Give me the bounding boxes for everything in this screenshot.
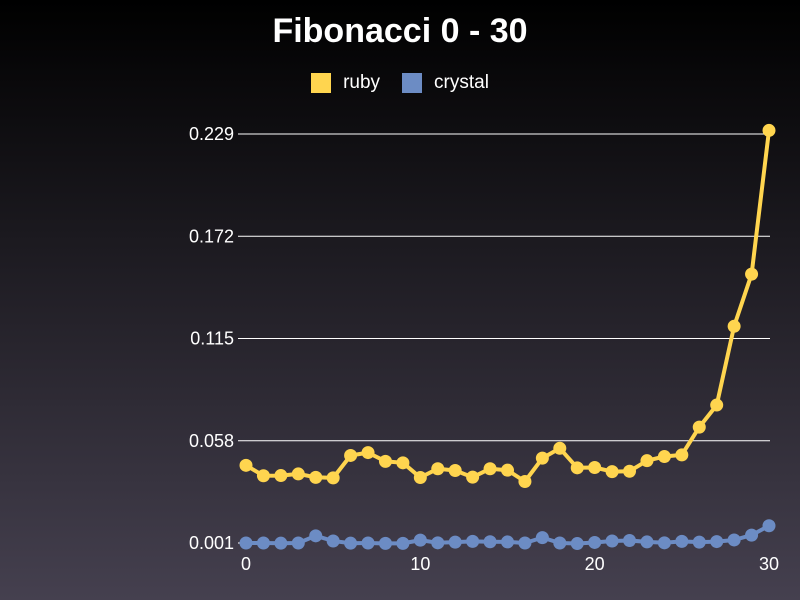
data-point-crystal[interactable] xyxy=(762,519,776,533)
x-tick-label: 20 xyxy=(585,554,605,574)
data-point-crystal[interactable] xyxy=(605,534,619,548)
series-layer xyxy=(239,123,776,551)
data-point-ruby[interactable] xyxy=(344,448,358,462)
data-point-crystal[interactable] xyxy=(640,535,654,549)
data-point-crystal[interactable] xyxy=(692,535,706,549)
data-point-crystal[interactable] xyxy=(518,536,532,550)
data-point-ruby[interactable] xyxy=(570,461,584,475)
y-axis-ticks: 0.001 0.058 0.115 0.172 0.229 xyxy=(189,124,246,553)
x-tick-label: 0 xyxy=(241,554,251,574)
legend: ruby crystal xyxy=(0,72,800,94)
data-point-crystal[interactable] xyxy=(657,536,671,550)
data-point-crystal[interactable] xyxy=(623,533,637,547)
data-point-ruby[interactable] xyxy=(466,470,480,484)
data-point-ruby[interactable] xyxy=(640,454,654,468)
data-point-ruby[interactable] xyxy=(605,465,619,479)
data-point-ruby[interactable] xyxy=(239,458,253,472)
data-point-crystal[interactable] xyxy=(413,533,427,547)
data-point-crystal[interactable] xyxy=(361,536,375,550)
data-point-crystal[interactable] xyxy=(431,536,445,550)
data-point-ruby[interactable] xyxy=(274,469,288,483)
grid-layer xyxy=(246,133,770,442)
data-point-crystal[interactable] xyxy=(309,529,323,543)
data-point-crystal[interactable] xyxy=(501,535,514,549)
data-point-crystal[interactable] xyxy=(326,534,340,548)
series-crystal xyxy=(239,519,776,551)
data-point-ruby[interactable] xyxy=(378,454,392,468)
legend-label-ruby: ruby xyxy=(343,72,381,93)
data-point-crystal[interactable] xyxy=(291,536,305,550)
data-point-ruby[interactable] xyxy=(762,123,776,137)
data-point-ruby[interactable] xyxy=(291,467,305,481)
data-point-crystal[interactable] xyxy=(535,531,549,545)
chart-title: Fibonacci 0 - 30 xyxy=(272,12,528,50)
data-point-ruby[interactable] xyxy=(553,441,567,455)
data-point-crystal[interactable] xyxy=(239,536,253,550)
data-point-crystal[interactable] xyxy=(727,533,741,547)
data-point-ruby[interactable] xyxy=(326,471,340,485)
data-point-ruby[interactable] xyxy=(431,462,445,476)
data-point-ruby[interactable] xyxy=(309,470,323,484)
data-point-crystal[interactable] xyxy=(256,536,270,550)
data-point-crystal[interactable] xyxy=(378,536,392,550)
y-tick-label: 0.001 xyxy=(189,533,234,553)
series-ruby xyxy=(239,123,776,488)
data-point-crystal[interactable] xyxy=(466,534,480,548)
data-point-ruby[interactable] xyxy=(396,456,410,470)
data-point-ruby[interactable] xyxy=(710,398,724,412)
data-point-crystal[interactable] xyxy=(344,536,358,550)
data-point-ruby[interactable] xyxy=(745,267,759,281)
x-tick-label: 30 xyxy=(759,554,779,574)
data-point-ruby[interactable] xyxy=(675,448,689,462)
y-tick-label: 0.115 xyxy=(190,329,234,349)
data-point-crystal[interactable] xyxy=(675,534,689,548)
legend-item-crystal[interactable]: crystal xyxy=(402,72,489,94)
data-point-crystal[interactable] xyxy=(553,536,567,550)
x-axis-ticks: 0 10 20 30 xyxy=(241,554,779,574)
legend-swatch-crystal xyxy=(402,73,423,93)
y-tick-label: 0.058 xyxy=(189,431,234,451)
data-point-ruby[interactable] xyxy=(692,420,706,434)
legend-label-crystal: crystal xyxy=(434,72,489,93)
y-tick-label: 0.229 xyxy=(189,124,234,144)
data-point-ruby[interactable] xyxy=(623,464,637,478)
data-point-crystal[interactable] xyxy=(483,535,497,549)
data-point-ruby[interactable] xyxy=(588,460,602,474)
data-point-ruby[interactable] xyxy=(518,474,532,488)
data-point-ruby[interactable] xyxy=(535,451,549,465)
data-point-crystal[interactable] xyxy=(710,535,724,549)
legend-item-ruby[interactable]: ruby xyxy=(311,72,380,94)
data-point-ruby[interactable] xyxy=(448,464,462,478)
data-point-ruby[interactable] xyxy=(501,463,514,477)
data-point-crystal[interactable] xyxy=(588,535,602,549)
data-point-ruby[interactable] xyxy=(483,462,497,476)
series-line-ruby xyxy=(244,130,771,484)
data-point-ruby[interactable] xyxy=(657,450,671,464)
data-point-ruby[interactable] xyxy=(413,471,427,485)
legend-swatch-ruby xyxy=(311,73,332,93)
data-point-crystal[interactable] xyxy=(396,536,410,550)
data-point-crystal[interactable] xyxy=(274,536,288,550)
data-point-crystal[interactable] xyxy=(448,535,462,549)
data-point-ruby[interactable] xyxy=(361,446,375,460)
y-tick-label: 0.172 xyxy=(189,226,234,246)
data-point-ruby[interactable] xyxy=(727,319,741,333)
data-point-crystal[interactable] xyxy=(745,528,759,542)
x-tick-label: 10 xyxy=(410,554,430,574)
data-point-ruby[interactable] xyxy=(256,469,270,483)
data-point-crystal[interactable] xyxy=(570,537,584,551)
